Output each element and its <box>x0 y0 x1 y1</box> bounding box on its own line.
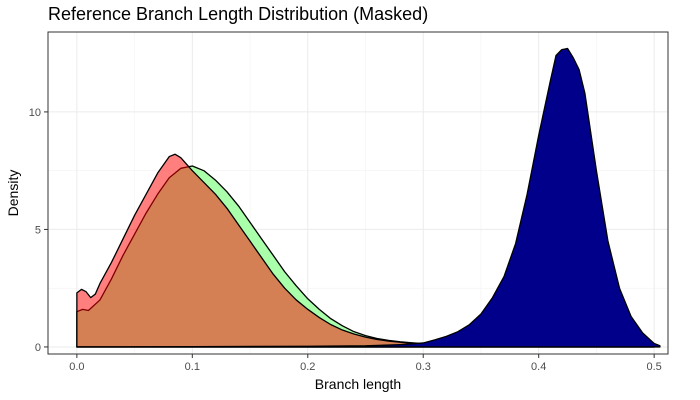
x-tick-label: 0.2 <box>300 361 315 373</box>
y-tick-label: 0 <box>35 342 41 354</box>
y-tick-label: 10 <box>29 107 41 119</box>
x-axis-title: Branch length <box>315 376 401 392</box>
plot-border <box>47 31 669 355</box>
x-tick-label: 0.0 <box>69 361 84 373</box>
x-tick-label: 0.4 <box>531 361 546 373</box>
x-tick-label: 0.5 <box>646 361 661 373</box>
x-tick-label: 0.3 <box>416 361 431 373</box>
density-series <box>76 47 661 348</box>
y-axis-title: Density <box>5 170 21 217</box>
axis-ticks: 0.0 0.1 0.2 0.3 0.4 0.5 0 5 10 <box>29 107 662 373</box>
y-tick-label: 5 <box>35 224 41 236</box>
x-tick-label: 0.1 <box>185 361 200 373</box>
chart-title: Reference Branch Length Distribution (Ma… <box>48 4 429 24</box>
density-area-3 <box>76 47 661 348</box>
